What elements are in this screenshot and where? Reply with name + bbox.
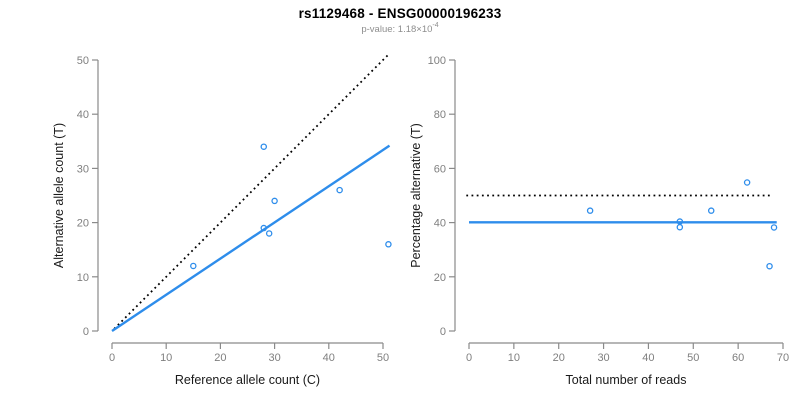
x-tick-label: 0 [109,352,115,364]
y-axis-title: Percentage alternative (T) [409,123,423,268]
x-tick-label: 30 [597,352,609,364]
x-tick-label: 40 [642,352,654,364]
data-point [260,224,268,232]
data-point [766,262,773,270]
data-point [586,207,594,214]
x-tick-label: 20 [214,352,226,364]
y-axis-title: Alternative allele count (T) [52,123,66,268]
y-tick-label: 0 [440,326,446,338]
y-tick-label: 100 [428,55,446,67]
data-point [743,179,751,186]
data-point [676,223,684,231]
fit-line [111,144,391,332]
x-tick-label: 20 [553,352,565,364]
data-point [190,262,197,270]
data-point [271,197,278,205]
y-tick-label: 0 [83,326,89,338]
y-tick-label: 20 [77,218,89,230]
identity-line [113,53,390,330]
x-tick-label: 10 [508,352,520,364]
y-tick-label: 30 [77,163,89,175]
y-tick-label: 60 [434,163,446,175]
x-tick-label: 0 [466,352,472,364]
x-tick-label: 40 [323,352,335,364]
y-tick-label: 40 [77,109,89,121]
y-tick-label: 50 [77,55,89,67]
x-axis-title: Total number of reads [566,373,687,387]
data-point [265,230,273,237]
data-point [385,241,392,248]
y-tick-label: 10 [77,272,89,284]
data-point [707,207,715,214]
data-point [260,143,268,150]
x-tick-label: 10 [160,352,172,364]
data-point [770,224,778,231]
x-tick-label: 50 [377,352,389,364]
x-tick-label: 30 [268,352,280,364]
y-tick-label: 80 [434,109,446,121]
x-tick-label: 70 [777,352,789,364]
data-point [336,186,343,194]
y-tick-label: 20 [434,272,446,284]
x-tick-label: 60 [732,352,744,364]
y-tick-label: 40 [434,218,446,230]
x-axis-title: Reference allele count (C) [175,373,320,387]
x-tick-label: 50 [687,352,699,364]
